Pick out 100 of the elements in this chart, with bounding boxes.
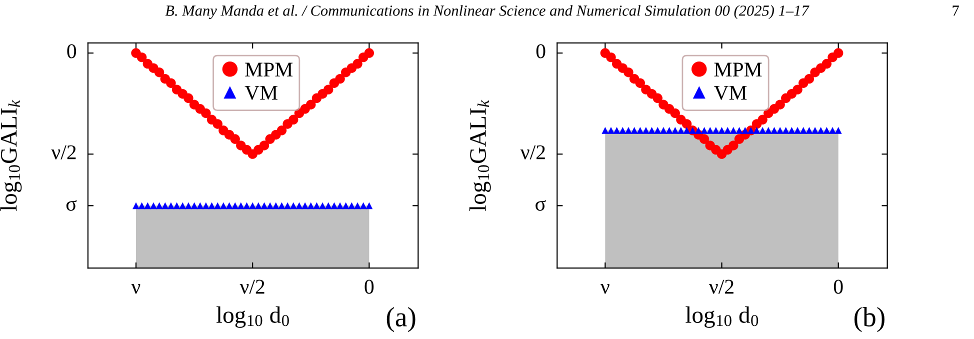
point (794, 126, 802, 134)
point (817, 126, 824, 134)
point (144, 202, 152, 210)
point (296, 202, 303, 210)
point (284, 202, 292, 210)
legend-label: VM (244, 86, 278, 100)
point (812, 126, 818, 134)
point (625, 126, 632, 134)
point (179, 202, 186, 210)
point (202, 202, 210, 210)
point (302, 202, 309, 210)
text: 0 (536, 44, 546, 58)
text: B. Many Manda et al. / Communications in Nonlinear Science and Numerical Simulation 00 (2025) 1–17 (165, 5, 810, 19)
x-tick-label: 0 (364, 280, 374, 294)
point (652, 93, 662, 104)
point (770, 126, 778, 134)
point (699, 134, 710, 144)
y-axis-title: log$_{10}$GALI$_{k}$ (469, 100, 491, 211)
point (642, 126, 650, 134)
point (706, 126, 714, 134)
x-tick-label: ν/2 (240, 280, 264, 294)
point (648, 126, 656, 134)
point (804, 74, 814, 84)
point (288, 114, 298, 125)
point (682, 119, 692, 129)
point (776, 126, 784, 134)
point (829, 126, 836, 134)
point (150, 202, 157, 210)
text: (b) (854, 306, 884, 332)
point (700, 126, 708, 134)
point (232, 202, 239, 210)
point (806, 126, 813, 134)
point (736, 126, 743, 134)
point (254, 202, 262, 210)
x-tick-label: 0 (834, 280, 843, 294)
point (342, 202, 350, 210)
point (823, 126, 830, 134)
point (712, 126, 720, 134)
point (624, 68, 634, 78)
x-axis-title: log$_{10}$ d$_{0}$ (216, 306, 289, 328)
point (290, 202, 297, 210)
text: σ (66, 200, 77, 211)
point (266, 202, 274, 210)
point (759, 126, 766, 134)
point (184, 93, 194, 104)
point (677, 126, 684, 134)
point (758, 114, 768, 125)
legend-label: MPM (714, 62, 762, 76)
text: (a) (386, 306, 416, 332)
point (775, 100, 785, 110)
point (336, 202, 344, 210)
x-tick-label: ν (600, 284, 610, 294)
point (212, 119, 222, 129)
point (167, 202, 174, 210)
point (230, 134, 240, 144)
point (208, 202, 216, 210)
point (730, 126, 737, 134)
point (330, 202, 338, 210)
point (313, 202, 320, 210)
point (364, 48, 374, 58)
point (619, 126, 626, 134)
point (602, 126, 609, 134)
point (352, 58, 362, 69)
x-tick-label: ν/2 (708, 280, 734, 294)
point (156, 202, 163, 210)
point (138, 202, 146, 210)
point (654, 126, 662, 134)
point (672, 126, 679, 134)
point (237, 202, 244, 210)
point (324, 84, 334, 94)
point (226, 202, 233, 210)
point (214, 202, 222, 210)
point (307, 202, 314, 210)
point (184, 202, 192, 210)
x-axis-title: log$_{10}$ d$_{0}$ (686, 306, 758, 328)
point (800, 126, 807, 134)
x-tick-label: ν (131, 284, 140, 294)
point (782, 126, 790, 134)
point (201, 108, 211, 118)
point (190, 202, 198, 210)
point (683, 126, 690, 134)
point (606, 52, 616, 62)
point (259, 140, 270, 150)
point (136, 52, 147, 62)
point (324, 202, 332, 210)
point (354, 202, 361, 210)
point (196, 202, 204, 210)
text: 7 (952, 6, 959, 16)
point (834, 126, 842, 134)
point (660, 126, 667, 134)
legend-label: MPM (245, 62, 293, 76)
point (764, 126, 772, 134)
point (608, 126, 614, 134)
legend-label: VM (714, 86, 747, 100)
point (666, 126, 673, 134)
point (335, 74, 345, 84)
point (366, 202, 373, 210)
point (792, 84, 802, 94)
point (220, 202, 227, 210)
point (753, 126, 760, 134)
